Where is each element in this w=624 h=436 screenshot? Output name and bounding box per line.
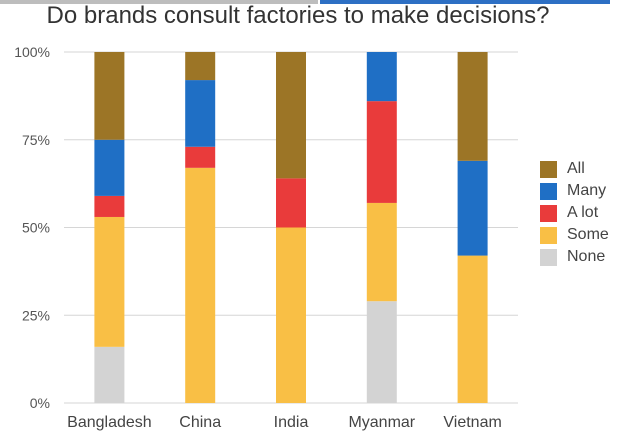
legend-item: Some [540, 224, 609, 246]
bar-segment [94, 139, 125, 196]
legend-item: None [540, 246, 609, 268]
x-tick-label: Bangladesh [67, 414, 152, 431]
legend-label: A lot [567, 204, 599, 221]
bar-segment [457, 52, 488, 161]
bar-segment [366, 101, 397, 203]
bar-segment [94, 195, 125, 217]
legend-swatch [540, 204, 557, 222]
x-tick-label: Vietnam [443, 414, 501, 431]
bar-segment [366, 301, 397, 403]
bar-segment [185, 52, 216, 81]
bar-segment [276, 227, 306, 403]
x-tick-label: China [179, 414, 221, 431]
legend-item: All [540, 158, 609, 180]
bar-segment [94, 346, 125, 403]
legend-swatch [540, 160, 557, 178]
legend-item: A lot [540, 202, 609, 224]
bar-segment [457, 255, 488, 403]
top-bar-left [0, 0, 318, 4]
legend: All Many A lot Some None [540, 158, 609, 268]
y-tick-label: 0% [30, 395, 50, 411]
y-tick-label: 100% [14, 44, 50, 60]
bar-segment [366, 52, 397, 102]
bar-segment [366, 202, 397, 302]
bars [94, 52, 488, 403]
legend-label: Many [567, 182, 607, 199]
legend-item: Many [540, 180, 609, 202]
y-tick-label: 75% [22, 132, 50, 148]
legend-label: Some [567, 226, 609, 243]
legend-swatch [540, 248, 557, 266]
bar-segment [94, 52, 125, 140]
bar-segment [276, 52, 306, 179]
legend-swatch [540, 182, 557, 200]
y-axis-ticks: 0% 25% 50% 75% 100% [14, 44, 50, 411]
x-tick-label: Myanmar [348, 414, 415, 431]
bar-segment [457, 160, 488, 256]
bar-segment [185, 80, 216, 147]
legend-label: None [567, 248, 606, 265]
bar-segment [185, 167, 216, 403]
y-tick-label: 25% [22, 307, 50, 323]
bar-segment [276, 178, 306, 228]
y-tick-label: 50% [22, 220, 50, 236]
x-tick-label: India [274, 414, 309, 431]
legend-swatch [540, 226, 557, 244]
bar-segment [94, 216, 125, 347]
x-axis-ticks: Bangladesh China India Myanmar Vietnam [67, 414, 502, 431]
legend-label: All [567, 160, 585, 177]
bar-segment [185, 146, 216, 168]
top-bar-right [320, 0, 610, 4]
chart-title: Do brands consult factories to make deci… [46, 2, 550, 29]
